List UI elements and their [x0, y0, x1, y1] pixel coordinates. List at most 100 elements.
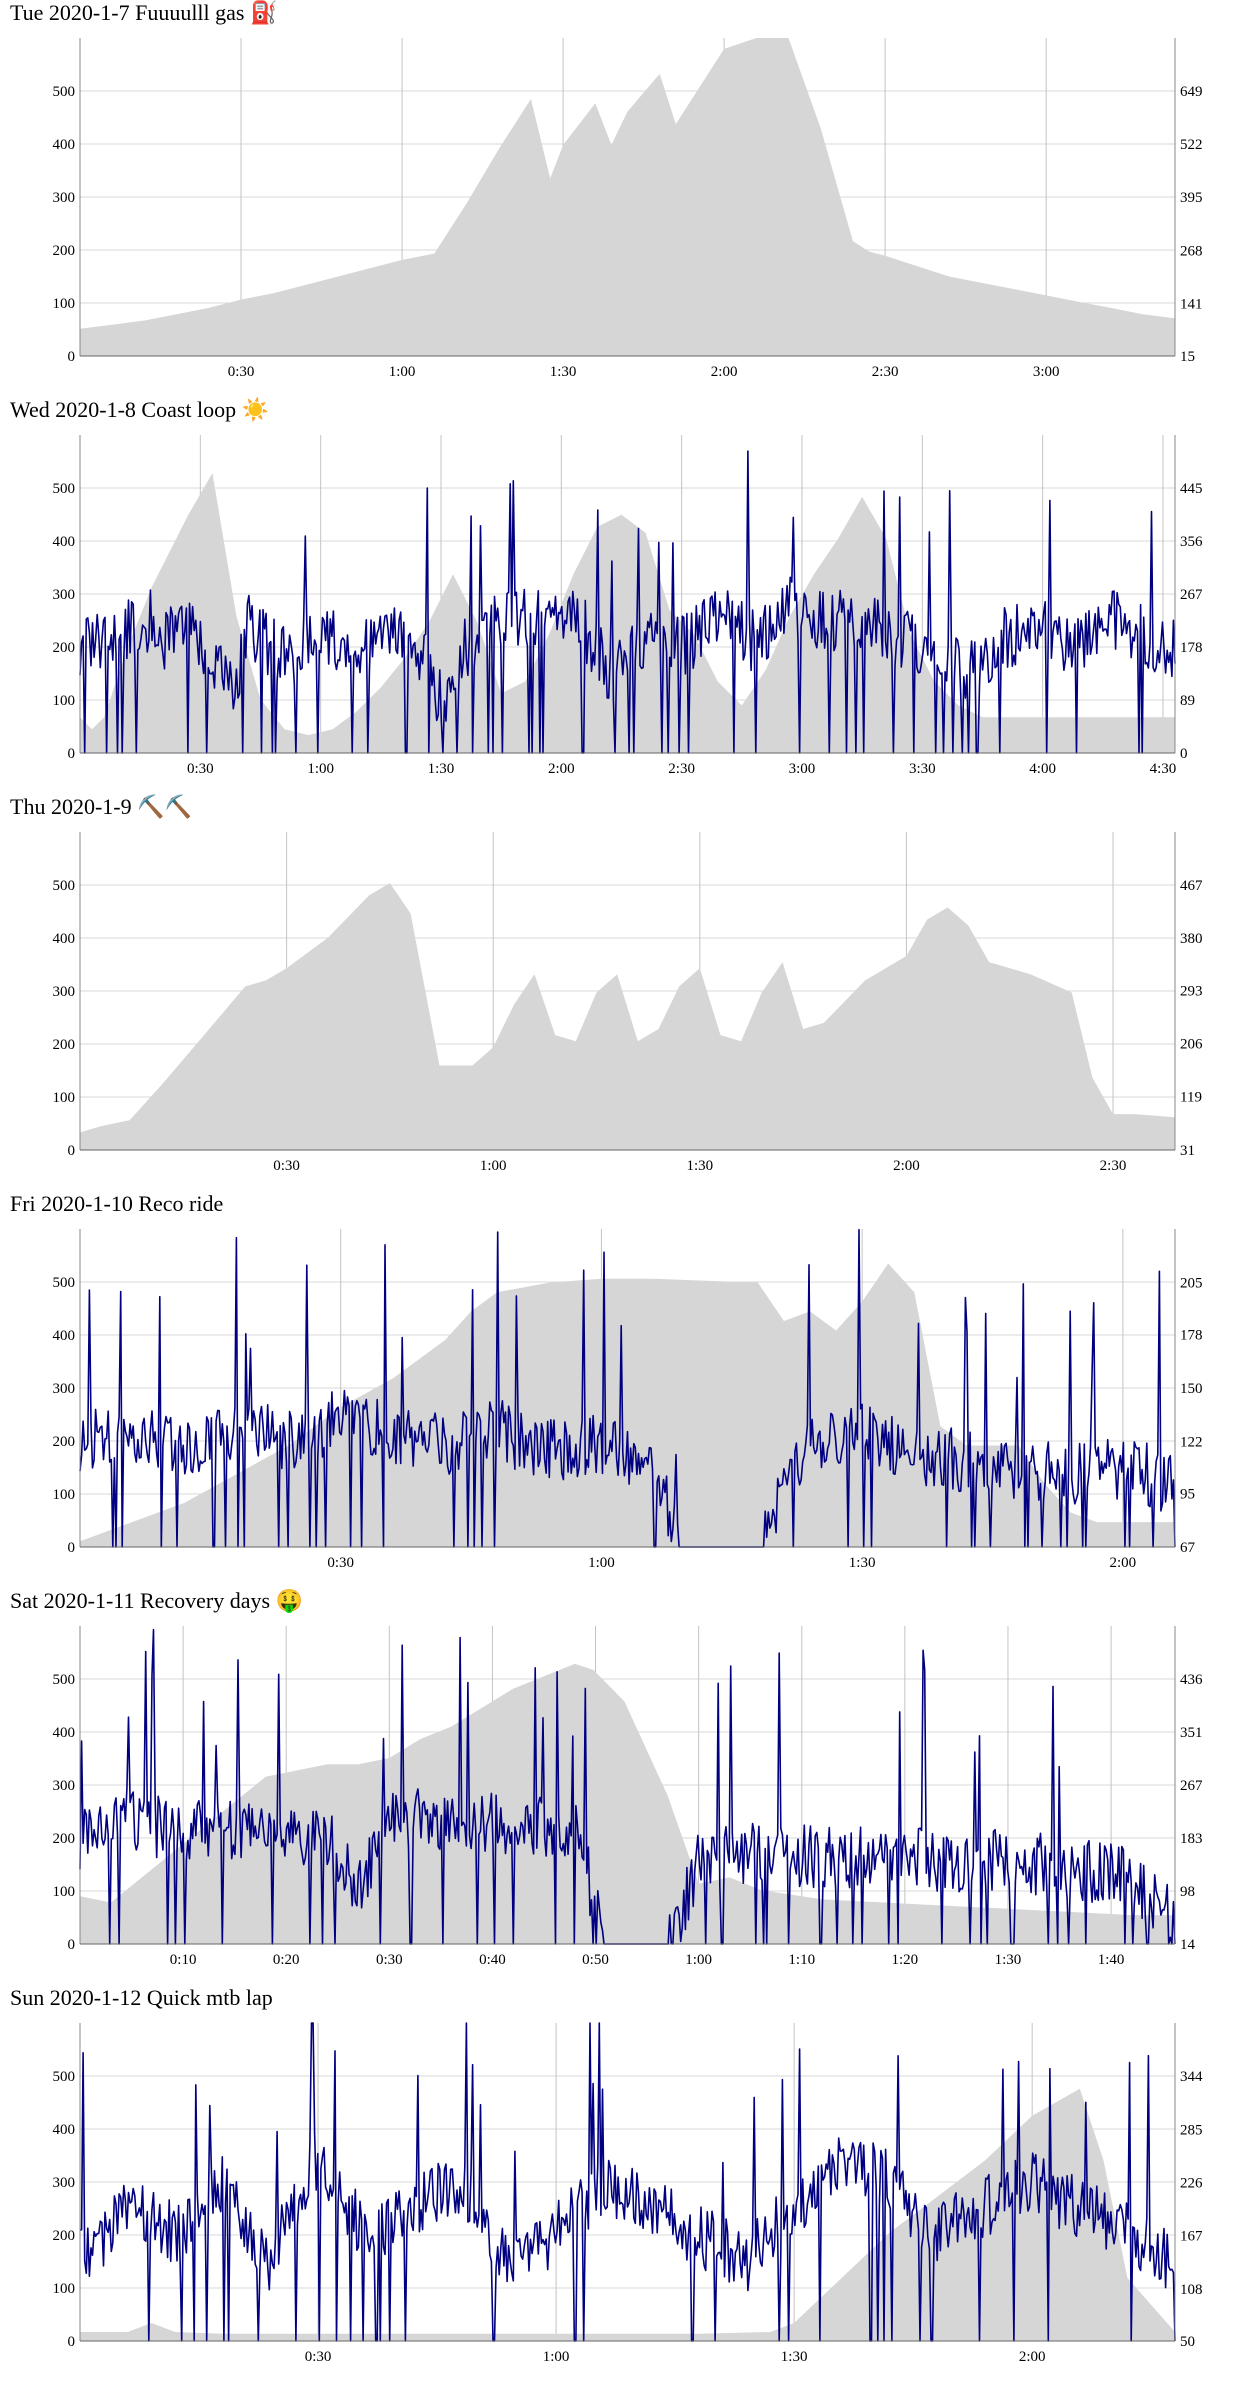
x-tick-label: 1:30 — [781, 2349, 808, 2365]
chart-plot: 0 100 200 300 400 500 0 89 178 267 356 445 0:30 1:00 1… — [53, 435, 1203, 777]
y-right-tick-label: 141 — [1180, 296, 1203, 312]
y-left-tick-label: 100 — [53, 1090, 76, 1106]
y-left-tick-label: 400 — [53, 931, 76, 947]
y-right-tick-label: 205 — [1180, 1276, 1203, 1292]
y-right-tick-label: 89 — [1180, 693, 1195, 709]
y-right-tick-label: 150 — [1180, 1381, 1203, 1397]
power-line — [79, 450, 1176, 754]
x-tick-label: 2:30 — [668, 761, 695, 777]
y-right-tick-label: 267 — [1180, 1778, 1203, 1794]
x-tick-label: 0:30 — [273, 1158, 300, 1174]
y-right-tick-label: 108 — [1180, 2282, 1203, 2298]
y-left-tick-label: 300 — [53, 190, 76, 206]
y-right-tick-label: 395 — [1180, 190, 1203, 206]
x-tick-label: 1:30 — [428, 761, 455, 777]
x-tick-label: 2:30 — [1100, 1158, 1127, 1174]
x-tick-label: 0:40 — [479, 1952, 506, 1968]
y-left-tick-label: 0 — [68, 746, 76, 762]
x-tick-label: 1:10 — [788, 1952, 815, 1968]
chart-plot: 0 100 200 300 400 500 15 141 268 395 522 649 0:30 1:0… — [53, 38, 1203, 380]
y-left-tick-label: 400 — [53, 1725, 76, 1741]
y-right-tick-label: 119 — [1180, 1089, 1202, 1105]
x-tick-label: 0:30 — [327, 1555, 354, 1571]
y-left-tick-label: 300 — [53, 587, 76, 603]
x-tick-label: 0:30 — [187, 761, 214, 777]
chart-plot: 0 100 200 300 400 500 67 95 122 150 178 205 0:30 1:00… — [53, 1228, 1203, 1571]
chart-panel: Sat 2020-1-11 Recovery days 🤑 0 100 200 300 4… — [0, 1588, 1250, 1985]
y-left-tick-label: 0 — [68, 349, 76, 365]
y-left-tick-label: 300 — [53, 984, 76, 1000]
y-left-tick-label: 200 — [53, 1037, 76, 1053]
y-left-tick-label: 400 — [53, 1328, 76, 1344]
y-left-tick-label: 400 — [53, 534, 76, 550]
chart-panel: Fri 2020-1-10 Reco ride 0 100 200 300 400 500 6… — [0, 1191, 1250, 1588]
y-left-tick-label: 100 — [53, 693, 76, 709]
x-tick-label: 2:00 — [1110, 1555, 1137, 1571]
x-tick-label: 4:30 — [1150, 761, 1177, 777]
y-right-tick-label: 67 — [1180, 1540, 1196, 1556]
y-left-tick-label: 300 — [53, 1381, 76, 1397]
x-tick-label: 0:10 — [170, 1952, 197, 1968]
y-left-tick-label: 200 — [53, 2228, 76, 2244]
y-right-tick-label: 293 — [1180, 984, 1203, 1000]
y-right-tick-label: 380 — [1180, 931, 1203, 947]
y-right-tick-label: 351 — [1180, 1725, 1203, 1741]
x-tick-label: 1:30 — [686, 1158, 713, 1174]
chart-plot: 0 100 200 300 400 500 50 108 167 226 285 344 0:30 1:0… — [53, 2022, 1203, 2365]
chart-title: Tue 2020-1-7 Fuuuulll gas ⛽ — [10, 0, 278, 25]
elevation-area — [80, 38, 1175, 356]
y-left-tick-label: 200 — [53, 1434, 76, 1450]
power-line — [79, 1228, 1176, 1548]
x-tick-label: 3:00 — [789, 761, 816, 777]
y-right-tick-label: 467 — [1180, 878, 1203, 894]
elevation-area — [80, 2088, 1175, 2341]
y-right-tick-label: 285 — [1180, 2122, 1203, 2138]
y-left-tick-label: 400 — [53, 2122, 76, 2138]
chart-panel: Tue 2020-1-7 Fuuuulll gas ⛽ 0 100 200 300 400… — [0, 0, 1250, 397]
y-right-tick-label: 183 — [1180, 1831, 1203, 1847]
x-tick-label: 3:30 — [909, 761, 936, 777]
chart-title: Thu 2020-1-9 ⛏️⛏️ — [10, 794, 192, 819]
y-left-tick-label: 500 — [53, 1275, 76, 1291]
x-tick-label: 2:00 — [548, 761, 575, 777]
y-left-tick-label: 0 — [68, 1143, 76, 1159]
chart-title: Fri 2020-1-10 Reco ride — [10, 1191, 224, 1216]
y-left-tick-label: 300 — [53, 2175, 76, 2191]
x-tick-label: 0:30 — [305, 2349, 332, 2365]
y-left-tick-label: 500 — [53, 2069, 76, 2085]
x-tick-label: 2:30 — [872, 364, 899, 380]
y-right-tick-label: 268 — [1180, 243, 1203, 259]
x-tick-label: 1:00 — [685, 1952, 712, 1968]
x-tick-label: 1:40 — [1098, 1952, 1125, 1968]
y-left-tick-label: 400 — [53, 137, 76, 153]
y-left-tick-label: 500 — [53, 481, 76, 497]
x-tick-label: 1:30 — [849, 1555, 876, 1571]
y-right-tick-label: 0 — [1180, 746, 1188, 762]
x-tick-label: 2:00 — [1019, 2349, 1046, 2365]
y-right-tick-label: 445 — [1180, 481, 1203, 497]
x-tick-label: 0:50 — [582, 1952, 609, 1968]
elevation-area — [80, 883, 1175, 1150]
x-tick-label: 1:00 — [543, 2349, 570, 2365]
y-left-tick-label: 500 — [53, 84, 76, 100]
x-tick-label: 1:00 — [389, 364, 416, 380]
y-left-tick-label: 100 — [53, 296, 76, 312]
x-tick-label: 1:20 — [892, 1952, 919, 1968]
y-right-tick-label: 178 — [1180, 640, 1203, 656]
y-right-tick-label: 436 — [1180, 1672, 1203, 1688]
y-right-tick-label: 98 — [1180, 1884, 1195, 1900]
y-left-tick-label: 200 — [53, 243, 76, 259]
x-tick-label: 1:00 — [588, 1555, 615, 1571]
chart-title: Sun 2020-1-12 Quick mtb lap — [10, 1985, 273, 2010]
y-right-tick-label: 31 — [1180, 1143, 1195, 1159]
chart-title: Sat 2020-1-11 Recovery days 🤑 — [10, 1588, 303, 1613]
chart-plot: 0 100 200 300 400 500 14 98 183 267 351 436 0:10 0:20… — [53, 1626, 1203, 1968]
y-left-tick-label: 300 — [53, 1778, 76, 1794]
elevation-area — [80, 473, 1175, 753]
chart-panel: Thu 2020-1-9 ⛏️⛏️ 0 100 200 300 400 500 31 119 20… — [0, 794, 1250, 1191]
y-right-tick-label: 226 — [1180, 2175, 1203, 2191]
y-left-tick-label: 0 — [68, 2334, 76, 2350]
y-right-tick-label: 267 — [1180, 587, 1203, 603]
y-left-tick-label: 100 — [53, 1884, 76, 1900]
y-right-tick-label: 344 — [1180, 2069, 1203, 2085]
